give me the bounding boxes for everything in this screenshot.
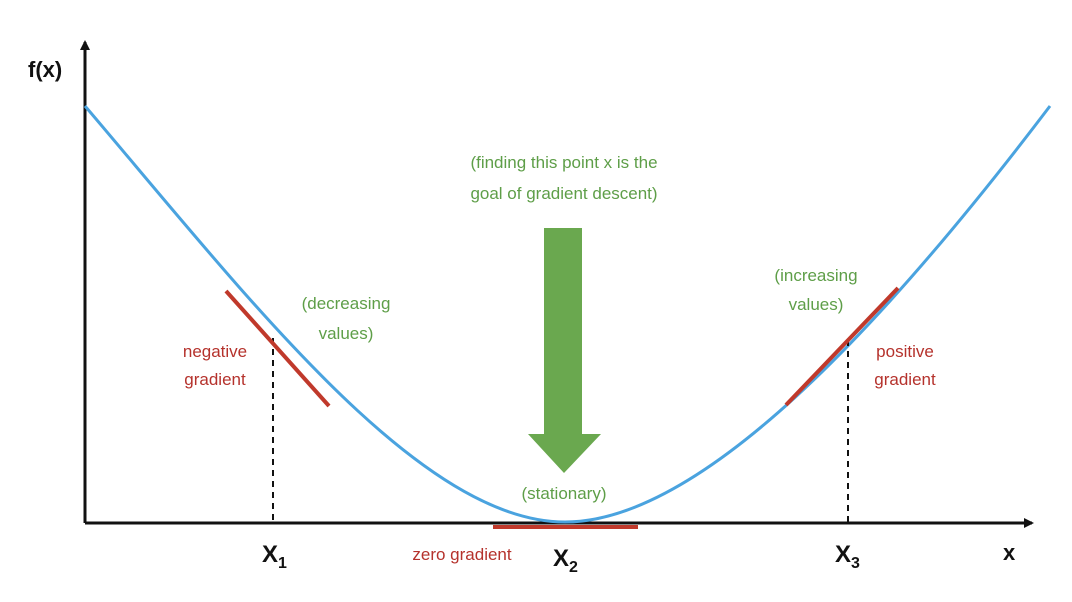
- x2-label: X2: [553, 545, 578, 576]
- decreasing-note-line2: values): [319, 324, 374, 343]
- x3-label: X3: [835, 541, 860, 572]
- increasing-note-line2: values): [789, 295, 844, 314]
- positive-gradient-line1: positive: [876, 342, 934, 361]
- negative-gradient-tangent: [224, 289, 331, 408]
- stationary-note: (stationary): [521, 484, 606, 503]
- positive-gradient-line2: gradient: [874, 370, 936, 389]
- x2-name: X: [553, 545, 569, 572]
- negative-gradient-line1: negative: [183, 342, 247, 361]
- goal-note-line1: (finding this point x is the: [470, 153, 657, 172]
- increasing-note-line1: (increasing: [774, 266, 857, 285]
- decreasing-note-line1: (decreasing: [302, 294, 391, 313]
- loss-curve: [83, 105, 1052, 524]
- x2-subscript: 2: [569, 559, 578, 576]
- negative-gradient-line2: gradient: [184, 370, 246, 389]
- goal-note-line2: goal of gradient descent): [470, 184, 657, 203]
- x-axis-label: x: [1003, 540, 1016, 565]
- x1-label: X1: [262, 541, 287, 572]
- zero-gradient-note: zero gradient: [412, 545, 512, 564]
- y-axis-label: f(x): [28, 57, 62, 82]
- x1-subscript: 1: [278, 555, 287, 572]
- x3-name: X: [835, 541, 851, 568]
- positive-gradient-tangent: [784, 286, 900, 407]
- x3-subscript: 3: [851, 555, 860, 572]
- down-arrow-icon: [528, 228, 601, 473]
- x1-name: X: [262, 541, 278, 568]
